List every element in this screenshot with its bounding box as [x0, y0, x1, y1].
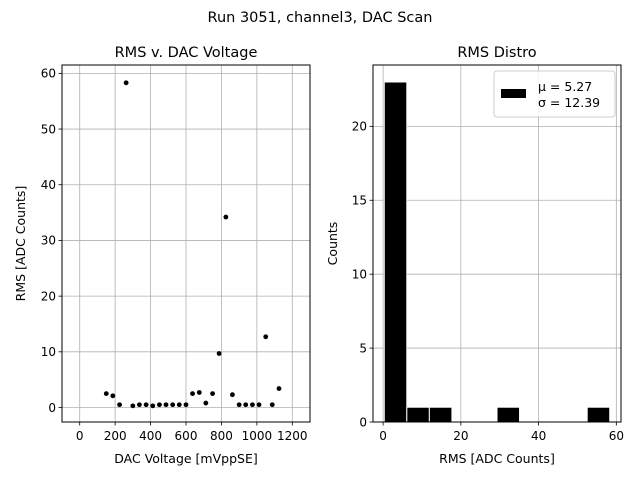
histogram-bar [406, 406, 430, 423]
scatter-point [276, 386, 282, 391]
scatter-point [176, 402, 182, 408]
scatter-point [243, 402, 249, 408]
scatter-point [216, 351, 222, 356]
scatter-point [130, 403, 136, 409]
histogram-bar [383, 81, 408, 423]
scatter-ytick-label: 30 [41, 234, 56, 248]
scatter-xticks: 0 200 400 600 800 1000 1200 [76, 422, 308, 443]
histogram-bars [383, 81, 611, 423]
histogram-ytick-label: 15 [352, 194, 367, 208]
legend-sigma: σ = 12.39 [538, 95, 600, 110]
scatter-point [210, 391, 215, 396]
histogram-frame [372, 64, 622, 423]
scatter-ytick-label: 50 [41, 122, 56, 136]
scatter-points [103, 80, 282, 409]
histogram-xtick-label: 20 [453, 429, 468, 443]
scatter-ytick-label: 10 [41, 345, 56, 359]
histogram-ytick-label: 20 [352, 120, 367, 134]
scatter-point [230, 392, 235, 398]
histogram-xlabel: RMS [ADC Counts] [439, 451, 555, 466]
histogram-bar [496, 406, 521, 423]
histogram-legend: μ = 5.27 σ = 12.39 [493, 70, 616, 118]
scatter-point [123, 80, 129, 86]
scatter-point [263, 334, 269, 340]
scatter-point [143, 402, 149, 408]
scatter-yticks: 0 10 20 30 40 50 60 [41, 67, 62, 415]
histogram-xtick-label: 40 [531, 429, 546, 443]
scatter-point [137, 402, 142, 408]
scatter-xtick-label: 400 [139, 429, 162, 443]
scatter-point [269, 402, 275, 408]
legend-box [493, 70, 616, 118]
histogram-title: RMS Distro [457, 45, 536, 61]
scatter-ytick-label: 60 [41, 67, 56, 81]
scatter-xtick-label: 600 [175, 429, 198, 443]
histogram-ytick-label: 0 [359, 415, 367, 429]
scatter-point [117, 402, 122, 408]
scatter-xtick-label: 0 [76, 429, 84, 443]
scatter-xtick-label: 1200 [277, 429, 308, 443]
legend-swatch [501, 89, 526, 98]
scatter-point [190, 391, 195, 396]
scatter-point [163, 402, 169, 408]
histogram-yticks: 0 5 10 15 20 [352, 120, 373, 429]
scatter-point [223, 214, 229, 220]
scatter-point [250, 402, 255, 408]
scatter-ytick-label: 20 [41, 289, 56, 303]
scatter-point [203, 400, 209, 406]
histogram-bar [586, 406, 611, 423]
histogram-xtick-label: 0 [379, 429, 387, 443]
scatter-xtick-label: 1000 [242, 429, 273, 443]
scatter-point [236, 402, 242, 408]
histogram-xticks: 0 20 40 60 [379, 422, 624, 443]
scatter-title: RMS v. DAC Voltage [115, 45, 258, 61]
figure-suptitle: Run 3051, channel3, DAC Scan [208, 10, 433, 26]
histogram-bar [428, 406, 453, 423]
histogram-panel: RMS Distro 0 20 40 60 0 5 10 15 20 RMS [ADC Cou… [325, 45, 624, 466]
scatter-point [256, 402, 262, 408]
scatter-grid [62, 65, 310, 422]
scatter-point [170, 402, 176, 408]
histogram-xtick-label: 60 [609, 429, 624, 443]
scatter-xlabel: DAC Voltage [mVppSE] [114, 451, 257, 466]
scatter-point [150, 403, 156, 409]
legend-mean: μ = 5.27 [538, 79, 592, 94]
scatter-point [110, 393, 116, 399]
scatter-panel: RMS v. DAC Voltage 0 200 400 600 800 1000 1200… [13, 45, 311, 466]
scatter-xtick-label: 800 [210, 429, 233, 443]
scatter-point [157, 402, 162, 408]
scatter-point [103, 391, 109, 396]
scatter-ytick-label: 0 [48, 401, 56, 415]
scatter-xtick-label: 200 [104, 429, 127, 443]
scatter-ylabel: RMS [ADC Counts] [13, 186, 28, 302]
scatter-point [196, 390, 202, 395]
histogram-ylabel: Counts [325, 222, 340, 266]
scatter-point [183, 402, 189, 408]
histogram-grid [373, 65, 621, 423]
histogram-ytick-label: 10 [352, 267, 367, 281]
histogram-ytick-label: 5 [359, 341, 367, 355]
scatter-ytick-label: 40 [41, 178, 56, 192]
